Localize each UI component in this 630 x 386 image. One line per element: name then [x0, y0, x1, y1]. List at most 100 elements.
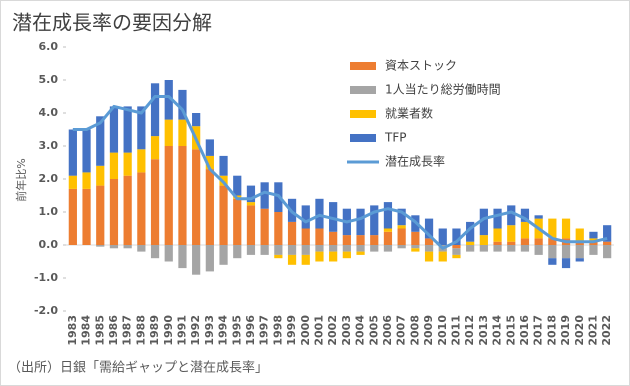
bar-segment — [287, 254, 297, 265]
bar-segment — [246, 202, 256, 206]
bar-segment — [205, 155, 214, 170]
bar-segment — [123, 152, 132, 176]
bar-segment — [96, 116, 105, 166]
bar-segment — [383, 245, 393, 252]
bar-segment — [82, 188, 91, 245]
x-tick-label: 1987 — [121, 315, 134, 346]
bar-segment — [109, 152, 119, 179]
bar-segment — [192, 113, 201, 127]
bar-segment — [233, 175, 242, 196]
y-tick-label: 2.0 — [39, 172, 59, 185]
bar-segment — [589, 245, 598, 255]
x-tick-label: 1995 — [230, 315, 243, 346]
bar-segment — [493, 208, 502, 229]
x-tick-label: 1988 — [134, 315, 147, 346]
bar-segment — [575, 228, 584, 242]
bar-segment — [233, 198, 242, 245]
bar-segment — [96, 165, 105, 186]
bar-segment — [123, 175, 132, 245]
bar-segment — [109, 179, 119, 245]
bar-segment — [493, 241, 502, 245]
x-tick-label: 2009 — [422, 315, 435, 346]
bar-segment — [287, 221, 297, 245]
bar-segment — [561, 218, 571, 239]
bar-segment — [424, 218, 434, 239]
bar-segment — [520, 221, 530, 239]
legend-key — [350, 134, 376, 142]
x-tick-label: 2022 — [600, 315, 613, 346]
bar-segment — [479, 245, 488, 252]
bar-segment — [356, 208, 365, 236]
bar-segment — [82, 129, 91, 173]
bar-segment — [466, 245, 475, 252]
bar-segment — [178, 89, 187, 120]
y-tick-label: -1.0 — [34, 271, 58, 284]
bar-segment — [246, 205, 256, 245]
x-tick-label: 2001 — [312, 315, 325, 346]
x-tick-label: 2019 — [559, 315, 572, 346]
bar-segment — [383, 228, 393, 232]
bar-segment — [520, 208, 530, 222]
bar-segment — [452, 248, 461, 255]
bar-segment — [411, 248, 420, 252]
bar-segment — [301, 245, 310, 255]
bar-segment — [548, 245, 557, 259]
bar-segment — [452, 245, 461, 249]
bar-segment — [575, 241, 584, 245]
bar-segment — [96, 245, 105, 247]
x-tick-label: 2013 — [477, 315, 490, 346]
x-tick-label: 1998 — [271, 315, 284, 346]
bar-segment — [274, 254, 283, 259]
bar-segment — [479, 208, 488, 236]
legend-key — [350, 110, 376, 118]
bar-segment — [164, 80, 173, 120]
bar-segment — [260, 208, 269, 245]
bar-segment — [383, 231, 393, 245]
bar-segment — [205, 139, 214, 156]
bar-segment — [534, 245, 543, 255]
y-tick-label: -2.0 — [34, 304, 58, 317]
bar-segment — [507, 225, 516, 242]
bar-segment — [534, 238, 543, 245]
legend-label: 資本ストック — [385, 59, 457, 73]
bar-segment — [219, 155, 228, 176]
bar-segment — [603, 225, 612, 242]
bar-segment — [137, 172, 146, 245]
bar-segment — [219, 245, 228, 265]
bar-segment — [233, 245, 242, 259]
bar-segment — [164, 245, 173, 262]
bar-segment — [260, 182, 269, 209]
x-tick-label: 2014 — [491, 315, 504, 346]
bar-segment — [329, 245, 338, 252]
legend-key — [350, 62, 376, 70]
bar-segment — [287, 245, 297, 255]
line — [72, 95, 608, 250]
bar-segment — [150, 245, 160, 259]
bar-segment — [301, 205, 310, 229]
x-tick-label: 2010 — [436, 315, 449, 346]
bar-segment — [479, 235, 488, 245]
bar-segment — [274, 245, 283, 255]
bar-segment — [301, 254, 310, 265]
bar-segment — [397, 245, 406, 249]
bar-segment — [466, 241, 475, 245]
x-tick-label: 2008 — [408, 315, 421, 346]
bar-segment — [370, 235, 379, 245]
bar-segment — [329, 202, 338, 232]
bar-segment — [466, 221, 475, 242]
bar-segment — [507, 205, 516, 226]
bar-segment — [109, 245, 119, 249]
legend-key — [350, 86, 376, 94]
bar-segment — [424, 251, 434, 262]
bar-segment — [397, 225, 406, 229]
y-tick-label: 0.0 — [39, 238, 59, 251]
y-axis-label: 前年比% — [14, 158, 28, 201]
bar-segment — [452, 254, 461, 259]
x-tick-label: 2007 — [395, 315, 408, 346]
bar-segment — [150, 159, 160, 245]
bar-segment — [411, 231, 420, 245]
x-tick-label: 1989 — [148, 315, 161, 346]
bar-segment — [274, 212, 283, 245]
